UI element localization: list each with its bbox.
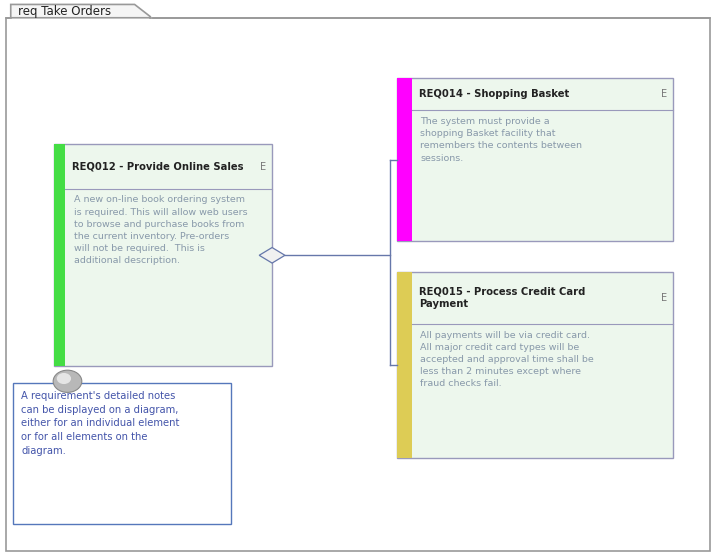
- Circle shape: [53, 370, 82, 392]
- Text: REQ012 - Provide Online Sales: REQ012 - Provide Online Sales: [72, 162, 243, 171]
- Polygon shape: [259, 248, 285, 263]
- Text: E: E: [661, 293, 667, 303]
- Text: req Take Orders: req Take Orders: [18, 4, 111, 18]
- FancyBboxPatch shape: [397, 78, 673, 241]
- Text: E: E: [260, 162, 266, 171]
- Text: The system must provide a
shopping Basket facility that
remembers the contents b: The system must provide a shopping Baske…: [420, 117, 582, 163]
- Polygon shape: [11, 4, 150, 18]
- Text: A requirement's detailed notes
can be displayed on a diagram,
either for an indi: A requirement's detailed notes can be di…: [21, 391, 180, 456]
- FancyBboxPatch shape: [397, 272, 673, 458]
- FancyBboxPatch shape: [397, 272, 412, 458]
- Text: A new on-line book ordering system
is required. This will allow web users
to bro: A new on-line book ordering system is re…: [74, 195, 247, 265]
- Text: REQ015 - Process Credit Card
Payment: REQ015 - Process Credit Card Payment: [419, 287, 585, 309]
- FancyBboxPatch shape: [397, 78, 412, 241]
- Circle shape: [57, 373, 71, 384]
- Text: E: E: [661, 89, 667, 99]
- FancyBboxPatch shape: [54, 144, 272, 366]
- FancyBboxPatch shape: [54, 144, 65, 366]
- Text: REQ014 - Shopping Basket: REQ014 - Shopping Basket: [419, 89, 569, 99]
- Text: All payments will be via credit card.
All major credit card types will be
accept: All payments will be via credit card. Al…: [420, 331, 594, 388]
- FancyBboxPatch shape: [13, 383, 231, 524]
